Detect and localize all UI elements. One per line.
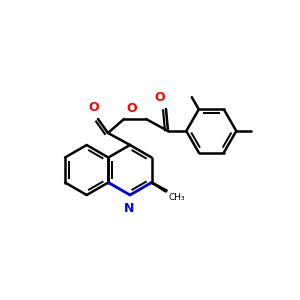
Text: O: O (155, 91, 165, 104)
Text: CH₃: CH₃ (169, 193, 185, 202)
Text: O: O (89, 101, 99, 114)
Text: O: O (126, 102, 136, 115)
Text: N: N (124, 202, 134, 215)
